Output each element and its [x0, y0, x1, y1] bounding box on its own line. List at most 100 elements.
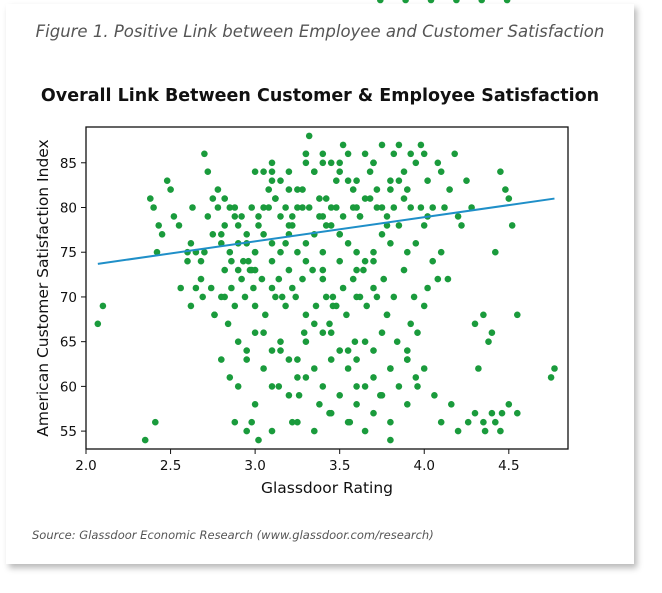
data-point: [167, 186, 174, 193]
data-point: [319, 275, 327, 283]
x-tick-label: 3.5: [329, 458, 350, 474]
data-point: [378, 204, 386, 211]
data-point: [508, 222, 516, 229]
data-point: [480, 418, 487, 426]
data-point: [336, 168, 344, 175]
data-point: [218, 356, 225, 363]
data-point: [189, 204, 196, 211]
data-point: [99, 302, 107, 310]
data-point: [366, 168, 374, 175]
data-point: [353, 356, 360, 363]
data-point: [243, 231, 250, 238]
data-point: [448, 401, 455, 408]
data-point: [407, 150, 415, 158]
data-point: [344, 418, 352, 426]
data-point: [302, 159, 310, 167]
data-point: [353, 383, 360, 390]
data-point: [404, 186, 411, 193]
data-point: [277, 338, 284, 346]
y-tick-label: 70: [60, 290, 77, 306]
data-point: [404, 401, 411, 408]
data-point: [319, 329, 327, 337]
data-point: [370, 347, 377, 354]
data-point: [361, 338, 369, 346]
data-point: [218, 231, 225, 238]
data-point: [463, 177, 470, 184]
data-point: [170, 213, 178, 220]
data-point: [214, 186, 222, 193]
data-point: [390, 293, 398, 301]
data-point: [285, 222, 293, 229]
data-point: [453, 0, 460, 4]
data-point: [294, 248, 301, 256]
data-point: [360, 266, 367, 274]
data-point: [199, 293, 206, 301]
data-point: [277, 177, 284, 184]
data-point: [370, 284, 377, 292]
data-point: [311, 427, 318, 435]
data-point: [378, 329, 386, 337]
data-point: [329, 302, 337, 310]
data-point: [272, 195, 279, 202]
data-point: [209, 195, 217, 202]
x-tick-label: 2.5: [160, 458, 181, 474]
data-point: [400, 195, 408, 202]
data-point: [497, 427, 504, 435]
data-point: [294, 374, 301, 381]
data-point: [278, 293, 286, 301]
data-point: [393, 338, 401, 346]
data-point: [370, 248, 377, 256]
data-point: [282, 302, 289, 310]
data-point: [184, 257, 191, 265]
data-point: [336, 347, 344, 354]
data-point: [153, 248, 161, 256]
data-point: [395, 177, 403, 184]
data-point: [400, 168, 408, 175]
data-point: [231, 302, 239, 310]
data-point: [231, 418, 239, 426]
data-point: [551, 365, 558, 372]
data-point: [322, 195, 330, 202]
data-point: [344, 150, 352, 158]
data-point: [387, 436, 394, 444]
data-point: [404, 248, 411, 256]
data-point: [361, 383, 369, 390]
x-tick-label: 4.0: [414, 458, 435, 474]
data-point: [356, 293, 364, 301]
data-point: [305, 132, 313, 140]
data-point: [454, 213, 462, 220]
data-point: [250, 284, 257, 292]
data-point: [319, 248, 327, 256]
data-point: [327, 356, 335, 363]
data-point: [514, 409, 521, 417]
data-point: [243, 356, 250, 363]
data-point: [441, 204, 448, 211]
data-point: [316, 195, 323, 202]
data-point: [514, 311, 521, 319]
data-point: [349, 275, 357, 283]
data-point: [268, 168, 276, 175]
data-point: [446, 186, 453, 193]
data-point: [390, 150, 398, 158]
data-point: [243, 427, 250, 435]
data-point: [268, 159, 276, 167]
data-point: [349, 204, 357, 211]
data-point: [268, 240, 276, 247]
data-point: [277, 213, 284, 220]
source-note: Source: Glassdoor Economic Research (www…: [32, 528, 434, 542]
data-point: [289, 213, 296, 220]
data-point: [412, 374, 420, 381]
data-point: [387, 365, 394, 372]
data-point: [228, 284, 235, 292]
data-point: [414, 329, 421, 337]
y-tick-label: 60: [60, 379, 77, 395]
data-point: [285, 186, 293, 193]
data-point: [248, 204, 255, 211]
data-point: [322, 293, 330, 301]
data-point: [309, 266, 316, 274]
data-point: [226, 204, 234, 211]
data-point: [503, 0, 511, 4]
data-point: [268, 383, 276, 390]
data-point: [197, 257, 205, 265]
